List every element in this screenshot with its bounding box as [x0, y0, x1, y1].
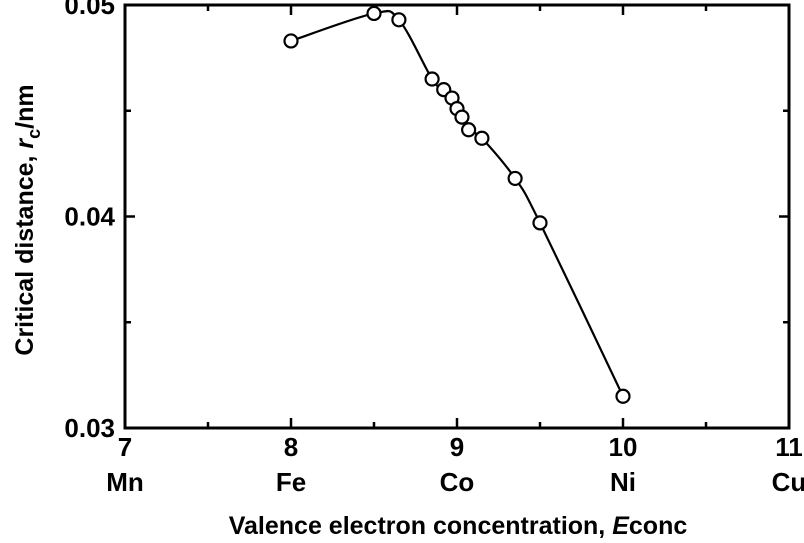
y-axis-title-main: Critical distance,: [11, 149, 39, 356]
x-axis-title-main: Valence electron concentration,: [229, 512, 612, 540]
x-axis-title-symbol: E: [612, 512, 630, 540]
y-tick-label: 0.03: [64, 413, 115, 443]
y-axis-title-subscript: c: [24, 129, 44, 139]
y-tick-label: 0.05: [64, 0, 115, 20]
data-point: [532, 215, 548, 231]
data-point: [474, 130, 490, 146]
data-point: [615, 388, 631, 404]
series-line: [290, 9, 624, 397]
data-point: [507, 170, 523, 187]
data-point: [391, 12, 407, 28]
y-tick-label: 0.04: [64, 202, 115, 232]
x-tick-label: 11: [775, 432, 803, 462]
y-axis-title-suffix: /nm: [11, 84, 39, 128]
x-tick-label: 9: [450, 432, 464, 462]
x-tick-label: 8: [284, 432, 298, 462]
x-tick-label: 10: [609, 432, 638, 462]
plot-frame: [123, 3, 791, 430]
data-point: [461, 122, 477, 138]
x-tick-label: 7: [118, 432, 132, 462]
data-point: [424, 71, 440, 87]
y-axis-title: Critical distance, rc/nm: [11, 84, 44, 355]
x-axis-title: Valence electron concentration, Econc: [229, 512, 688, 540]
element-label: Ni: [610, 467, 636, 497]
element-label: Mn: [106, 467, 144, 497]
element-label: Cu: [772, 467, 804, 497]
x-axis-title-suffix: conc: [629, 512, 687, 540]
element-label: Fe: [276, 467, 306, 497]
data-point: [454, 109, 470, 125]
ticks: 7 8 9 10 11 Mn Fe Co Ni Cu 0.03 0.04 0.05: [64, 0, 804, 497]
axes: [123, 3, 791, 430]
element-label: Co: [440, 467, 475, 497]
data-point: [366, 5, 382, 22]
series: [283, 5, 631, 404]
data-point: [283, 33, 299, 49]
y-axis-title-symbol: r: [11, 138, 39, 149]
